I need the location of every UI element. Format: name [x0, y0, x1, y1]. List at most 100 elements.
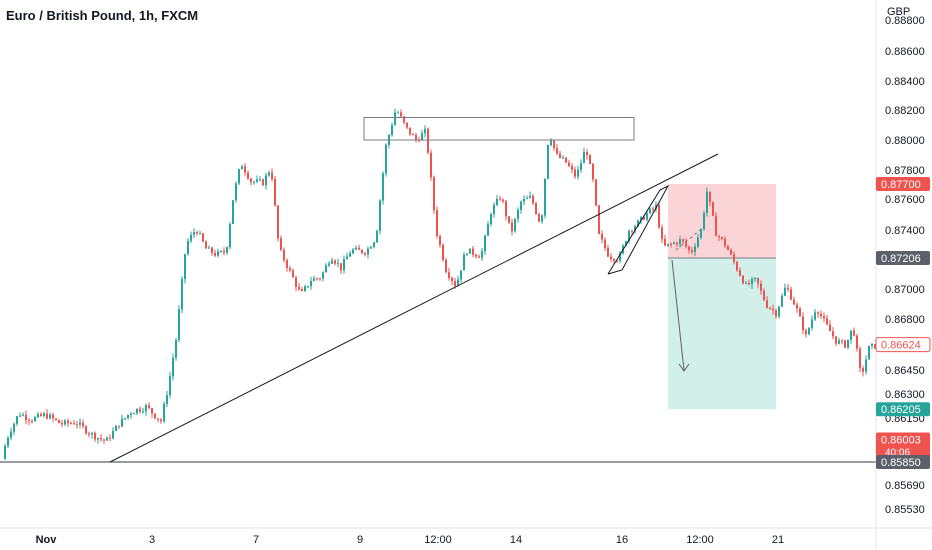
candle-body [370, 247, 372, 249]
candle-body [286, 260, 288, 268]
price-label: 0.86624 [881, 340, 921, 352]
candle-body [208, 247, 210, 249]
candle-body [427, 128, 429, 153]
candle-body [595, 179, 597, 206]
candle-body [130, 413, 132, 415]
candle-body [847, 339, 849, 348]
y-tick-label: 0.88200 [885, 105, 925, 117]
candle-body [94, 433, 96, 440]
projection-arrow[interactable] [671, 259, 685, 371]
candle-body [223, 250, 225, 253]
candle-body [322, 272, 324, 279]
y-tick-label: 0.85530 [885, 504, 925, 516]
candle-body [460, 270, 462, 280]
candle-body [451, 277, 453, 282]
candle-body [817, 312, 819, 314]
candle-body [232, 200, 234, 224]
x-tick-label: 9 [357, 534, 363, 546]
candle-body [766, 300, 768, 308]
candle-body [505, 201, 507, 217]
candle-body [421, 133, 423, 141]
candle-body [466, 253, 468, 255]
candle-body [739, 270, 741, 276]
candle-body [400, 112, 402, 117]
candle-body [406, 122, 408, 128]
candle-body [385, 144, 387, 174]
candle-body [88, 433, 90, 435]
candle-body [796, 304, 798, 309]
candle-body [202, 233, 204, 242]
candle-body [583, 152, 585, 164]
candle-body [838, 340, 840, 344]
y-tick-label: 0.86800 [885, 314, 925, 326]
price-label-box [876, 177, 930, 191]
price-label-box [876, 251, 930, 265]
candle-body [859, 348, 861, 369]
currency-label: GBP [887, 6, 910, 18]
candle-body [682, 239, 684, 242]
candle-body [430, 152, 432, 178]
candle-body [124, 418, 126, 420]
candle-body [250, 178, 252, 183]
candle-body [799, 308, 801, 317]
candle-body [709, 191, 711, 203]
candle-body [763, 290, 765, 301]
candle-body [445, 260, 447, 273]
candle-body [484, 235, 486, 252]
candle-body [865, 359, 867, 372]
candle-body [811, 319, 813, 329]
x-tick-label: 12:00 [424, 534, 452, 546]
candle-body [49, 414, 51, 419]
candle-body [652, 208, 654, 210]
candle-body [34, 417, 36, 422]
candle-body [244, 166, 246, 173]
candle-body [4, 445, 6, 460]
price-label: 0.87700 [881, 179, 921, 191]
candle-body [154, 413, 156, 419]
candle-body [874, 344, 876, 349]
candle-body [76, 424, 78, 426]
candle-body [136, 408, 138, 414]
candle-body [760, 283, 762, 291]
candle-body [79, 422, 81, 425]
candle-body [361, 249, 363, 253]
candle-body [538, 213, 540, 222]
candle-body [808, 328, 810, 335]
candle-body [667, 243, 669, 246]
candle-body [820, 313, 822, 317]
candle-body [43, 413, 45, 417]
candle-body [715, 215, 717, 237]
candle-body [127, 414, 129, 419]
candle-body [829, 324, 831, 332]
candle-body [511, 222, 513, 232]
candle-body [355, 247, 357, 250]
candle-body [454, 281, 456, 287]
y-tick-label: 0.87000 [885, 284, 925, 296]
rising-wedge[interactable] [607, 184, 670, 275]
stop-loss-zone[interactable] [668, 184, 776, 258]
candle-body [16, 416, 18, 424]
candle-body [331, 260, 333, 264]
candle-body [367, 248, 369, 255]
candle-body [493, 204, 495, 214]
candle-body [241, 166, 243, 170]
rising-trendline[interactable] [109, 153, 719, 463]
candle-body [544, 178, 546, 216]
candle-body [547, 144, 549, 179]
candle-body [688, 246, 690, 251]
resistance-box[interactable] [363, 117, 635, 141]
candle-body [598, 205, 600, 234]
candle-body [343, 259, 345, 271]
candle-body [613, 258, 615, 261]
candle-body [85, 426, 87, 434]
take-profit-zone[interactable] [668, 258, 776, 410]
candle-body [661, 227, 663, 239]
x-tick-label: Nov [36, 534, 58, 546]
candle-body [298, 286, 300, 290]
chart-title: Euro / British Pound, 1h, FXCM [6, 8, 199, 23]
candle-body [805, 330, 807, 335]
y-tick-label: 0.88400 [885, 76, 925, 88]
candle-body [295, 277, 297, 287]
candle-body [205, 241, 207, 249]
